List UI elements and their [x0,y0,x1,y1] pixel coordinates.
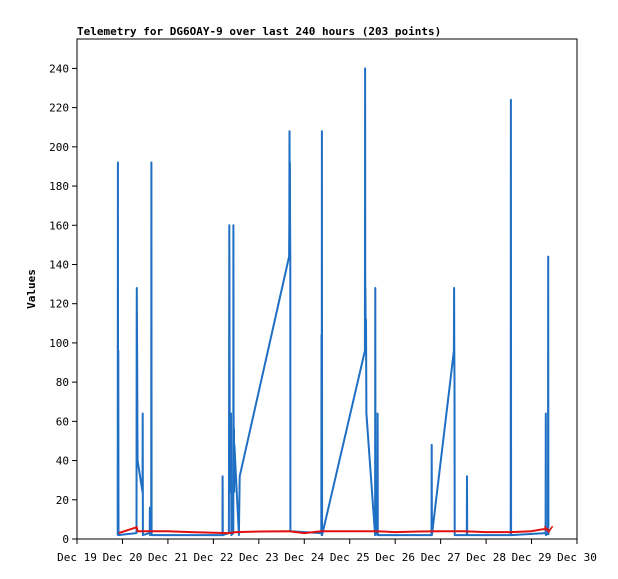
y-tick-label: 180 [49,180,69,193]
x-tick-label: Dec 19 [57,551,97,564]
x-tick-label: Dec 29 [512,551,552,564]
x-tick-label: Dec 24 [284,551,324,564]
x-axis: Dec 19 Dec 20 Dec 21 Dec 22 Dec 23 Dec 24 Dec … [57,539,597,564]
series-line-2 [118,526,549,535]
series-line-1 [116,67,550,537]
y-tick-label: 100 [49,337,69,350]
y-axis-label: Values [25,269,38,309]
y-axis: 0 20 40 60 80 100 120 140 160 180 200 220 240 [49,62,77,546]
x-tick-label: Dec 27 [421,551,461,564]
series-end-marker [543,525,554,534]
x-tick-label: Dec 26 [375,551,415,564]
x-tick-label: Dec 22 [193,551,233,564]
y-tick-label: 120 [49,298,69,311]
plot-area [76,38,578,540]
y-tick-label: 200 [49,141,69,154]
y-tick-label: 40 [56,455,69,468]
y-tick-label: 220 [49,102,69,115]
x-tick-label: Dec 28 [466,551,506,564]
y-tick-label: 160 [49,219,69,232]
y-tick-label: 60 [56,415,69,428]
y-tick-label: 80 [56,376,69,389]
y-tick-label: 240 [49,62,69,75]
y-tick-label: 0 [62,533,69,546]
x-tick-label: Dec 21 [148,551,188,564]
y-tick-label: 140 [49,258,69,271]
x-tick-label: Dec 23 [239,551,279,564]
series-layer [116,67,554,537]
x-tick-label: Dec 20 [103,551,143,564]
y-tick-label: 20 [56,494,69,507]
chart-title: Telemetry for DG6OAY-9 over last 240 hou… [77,25,441,38]
x-tick-label: Dec 25 [330,551,370,564]
x-tick-label: Dec 30 [557,551,597,564]
